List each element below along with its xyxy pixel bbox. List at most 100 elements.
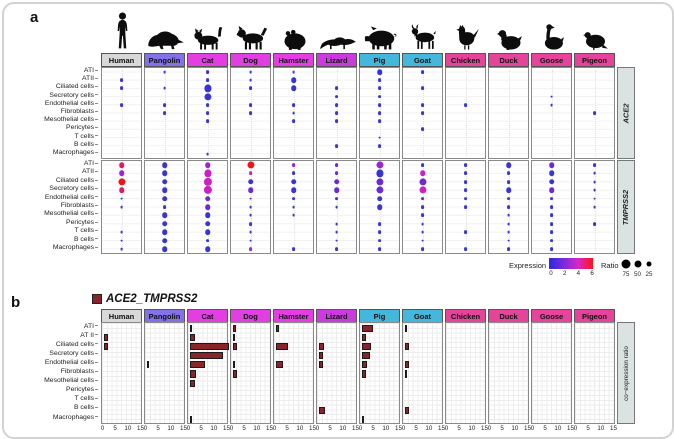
expression-dot [334, 143, 339, 148]
x-axis-tick-label: 0 [530, 425, 535, 432]
expression-dot [377, 143, 382, 148]
expression-dot [506, 171, 511, 176]
row-label-atii: ATII [5, 168, 98, 176]
expression-dot [507, 213, 510, 217]
coexpression-bar [189, 379, 195, 387]
x-axis-tick-label: 15 [309, 425, 316, 432]
expression-dot [421, 239, 424, 243]
species-header-label: Human [108, 311, 135, 321]
panel-b-title-text: ACE2_TMPRSS2 [106, 293, 198, 305]
expression-dot [463, 163, 468, 167]
x-axis-tick-label: 0 [315, 425, 320, 432]
expression-dot [548, 170, 555, 177]
expression-dot [507, 222, 510, 226]
expression-dot [418, 186, 427, 194]
row-label-fibroblasts: Fibroblasts [5, 108, 98, 116]
expression-dot [420, 196, 425, 201]
expression-dot [377, 230, 382, 235]
row-label-b-b-cells: B cells [5, 404, 98, 412]
expression-dot [506, 205, 511, 209]
expression-dot [377, 86, 382, 91]
species-header-dog: Dog [230, 53, 271, 67]
row-label-macrophages: Macrophages [5, 244, 98, 252]
expression-dot [119, 78, 124, 83]
panel-a-label: a [30, 9, 39, 26]
gene-strip-label: ACE2 [621, 102, 631, 124]
x-axis-tick-label: 10 [425, 425, 433, 432]
row-label-endothelial-cells: Endothelial cells [5, 194, 98, 202]
expression-dot [420, 163, 425, 167]
bar-column-human [101, 322, 142, 424]
expression-dot [593, 180, 596, 184]
x-axis-tick-label: 5 [156, 425, 160, 432]
species-header-b-pig: Pig [359, 309, 400, 323]
expression-dot [204, 212, 211, 219]
dot-column-pig [359, 67, 400, 159]
expression-dot [249, 197, 252, 201]
expression-dot [463, 171, 468, 176]
row-label-pericytes: Pericytes [5, 124, 98, 132]
species-header-label: Pig [373, 311, 386, 321]
expression-dot [206, 152, 209, 156]
pigeon-silhouette-icon [574, 10, 617, 50]
expression-dot [592, 163, 597, 167]
column-guide-line [465, 70, 467, 156]
coexpression-bar [232, 343, 237, 351]
coexpression-bar [318, 406, 325, 414]
expression-dot [290, 187, 297, 193]
expression-dot [203, 186, 212, 195]
expression-dot [593, 205, 596, 209]
row-label-ciliated-cells: Ciliated cells [5, 177, 98, 185]
species-header-human: Human [101, 53, 142, 67]
x-axis-tick-label: 10 [554, 425, 562, 432]
expression-dot [506, 247, 511, 251]
species-header-b-duck: Duck [488, 309, 529, 323]
dot-column-lizard [316, 160, 357, 254]
expression-dot [161, 195, 168, 202]
expression-dot [161, 162, 168, 168]
row-label-endothelial-cells: Endothelial cells [5, 100, 98, 108]
dot-column-duck [488, 160, 529, 254]
expression-dot [119, 86, 124, 91]
row-label-pericytes: Pericytes [5, 219, 98, 227]
species-header-duck: Duck [488, 53, 529, 67]
x-axis-tick-label: 15 [395, 425, 402, 432]
expression-dot [419, 170, 426, 177]
ratio-tick-label: 75 [622, 271, 630, 278]
expression-dot [248, 247, 253, 251]
coexpression-bar [189, 361, 205, 369]
x-axis-tick-label: 0 [143, 425, 148, 432]
species-header-label: Cat [201, 311, 214, 321]
expression-tick-label: 6 [590, 270, 594, 277]
dot-column-chicken [445, 67, 486, 159]
expression-dot [292, 205, 295, 209]
bar-column-pangolin [144, 322, 185, 424]
x-axis-tick-label: 0 [186, 425, 191, 432]
expression-dot [249, 213, 252, 217]
expression-dot [463, 247, 468, 251]
expression-dot [291, 163, 296, 167]
coexpression-bar [361, 352, 371, 360]
row-label-b-at-ii: AT II [5, 332, 98, 340]
dot-column-duck [488, 67, 529, 159]
expression-dot [291, 196, 296, 201]
row-label-t-cells: T cells [5, 133, 98, 141]
expression-dot [118, 170, 125, 177]
expression-dot [161, 237, 168, 244]
species-header-goose: Goose [531, 53, 572, 67]
expression-dot [291, 102, 296, 107]
expression-dot [249, 78, 252, 82]
coexpression-bar [189, 343, 229, 351]
species-header-label: Dog [243, 55, 258, 65]
goat-silhouette-icon [402, 10, 445, 50]
species-header-label: Chicken [450, 311, 481, 321]
coexpression-ratio-strip-label: co−expression ratio [622, 345, 630, 401]
expression-dot [420, 127, 425, 132]
expression-dot [119, 102, 124, 107]
expression-dot [291, 247, 296, 251]
expression-dot [507, 239, 510, 243]
row-label-b-fibroblasts: Fibroblasts [5, 368, 98, 376]
expression-dot [377, 94, 382, 99]
species-header-label: Dog [243, 311, 258, 321]
